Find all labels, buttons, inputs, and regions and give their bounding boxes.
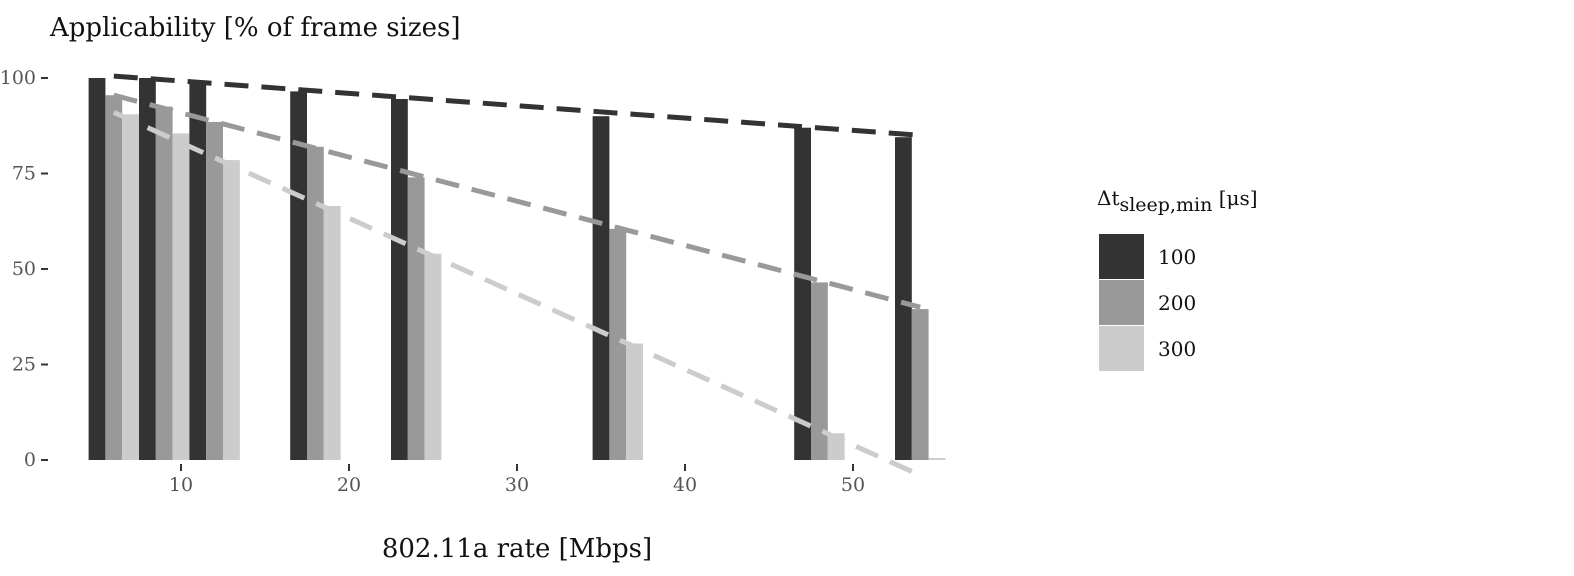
legend-swatch-300 bbox=[1099, 326, 1144, 371]
y-tick-label: 100 bbox=[0, 67, 36, 89]
legend: Δtsleep,min [μs] 100 200 300 bbox=[1097, 186, 1258, 371]
bar-300-x54 bbox=[928, 458, 946, 460]
x-tick-label: 40 bbox=[673, 474, 697, 496]
legend-label-100: 100 bbox=[1158, 245, 1196, 269]
bar-200-x48 bbox=[811, 282, 828, 460]
y-tick-label: 75 bbox=[12, 163, 36, 185]
bar-100-x18 bbox=[290, 91, 307, 461]
trend-line-200 bbox=[113, 92, 921, 310]
y-tick-label: 0 bbox=[24, 449, 36, 471]
y-tick-label: 25 bbox=[12, 354, 36, 376]
bar-300-x12 bbox=[223, 160, 240, 460]
bar-100-x9 bbox=[139, 78, 156, 460]
x-tick-label: 50 bbox=[841, 474, 865, 496]
legend-swatch-200 bbox=[1099, 280, 1144, 325]
bar-100-x6 bbox=[88, 78, 106, 460]
bar-100-x12 bbox=[189, 83, 207, 460]
legend-label-300: 300 bbox=[1158, 337, 1196, 361]
bar-100-x36 bbox=[592, 116, 610, 460]
legend-title: Δtsleep,min [μs] bbox=[1097, 186, 1258, 216]
x-tick-label: 20 bbox=[337, 474, 361, 496]
bar-300-x6 bbox=[122, 114, 139, 461]
bar-300-x36 bbox=[626, 343, 643, 460]
y-tick-label: 50 bbox=[12, 258, 36, 280]
bar-200-x24 bbox=[407, 177, 425, 461]
x-axis-label: 802.11a rate [Mbps] bbox=[382, 534, 652, 564]
bar-200-x36 bbox=[609, 228, 627, 460]
bar-300-x18 bbox=[323, 206, 341, 460]
bar-100-x24 bbox=[391, 99, 408, 460]
bar-200-x12 bbox=[206, 121, 223, 461]
bar-200-x9 bbox=[155, 106, 173, 460]
legend-swatch-100 bbox=[1099, 234, 1144, 279]
bar-300-x24 bbox=[424, 253, 442, 460]
bar-100-x54 bbox=[895, 137, 912, 460]
plot-area: 0 25 50 75 100 10 20 30 40 50 bbox=[0, 67, 946, 496]
chart-title: Applicability [% of frame sizes] bbox=[49, 13, 461, 43]
x-tick-label: 30 bbox=[505, 474, 529, 496]
legend-label-200: 200 bbox=[1158, 291, 1196, 315]
bar-200-x6 bbox=[105, 95, 123, 460]
bar-200-x54 bbox=[911, 309, 929, 460]
bar-100-x48 bbox=[794, 127, 811, 460]
bar-200-x18 bbox=[307, 146, 324, 461]
bar-300-x9 bbox=[172, 133, 190, 460]
x-tick-label: 10 bbox=[169, 474, 193, 496]
trend-line-100 bbox=[113, 73, 921, 138]
